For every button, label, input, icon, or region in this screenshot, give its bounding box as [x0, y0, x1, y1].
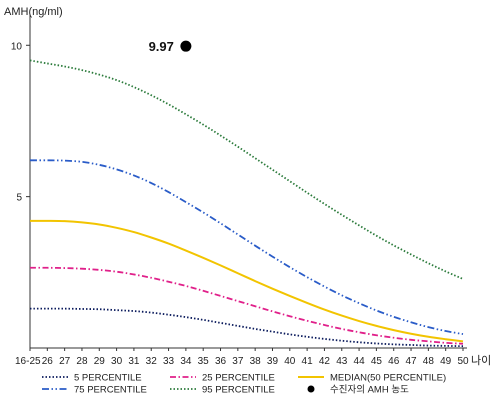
axes: 5 10 16-25 26 27 28 29 30 31 32 33 34 35 36 37 38 39 40 41…	[11, 15, 469, 367]
x-tick-label: 45	[371, 356, 383, 367]
y-tick-label: 5	[16, 193, 22, 204]
x-tick-label: 28	[76, 356, 88, 367]
legend-label: 75 PERCENTILE	[74, 385, 147, 396]
x-axis-label: 나이	[471, 354, 491, 367]
x-tick-label: 48	[423, 356, 435, 367]
legend-label: 25 PERCENTILE	[202, 373, 275, 384]
x-tick-label: 31	[128, 356, 140, 367]
series-layer	[29, 59, 464, 348]
x-tick-label: 37	[232, 356, 244, 367]
x-tick-label: 27	[59, 356, 71, 367]
legend: 5 PERCENTILE 25 PERCENTILE MEDIAN(50 PERCE…	[42, 373, 446, 396]
x-tick-label: 35	[198, 356, 210, 367]
series-line-75-percentile	[29, 159, 464, 335]
patient-amh-point	[180, 40, 192, 52]
x-tick-label: 50	[457, 356, 469, 367]
y-axis-label: AMH(ng/ml)	[4, 6, 63, 18]
x-tick-label: 26	[42, 356, 54, 367]
x-tick-label: 29	[94, 356, 106, 367]
x-tick-label: 36	[215, 356, 227, 367]
y-tick-label: 10	[11, 41, 23, 52]
x-tick-label: 42	[319, 356, 331, 367]
series-line-25-percentile	[29, 266, 464, 345]
x-tick-label: 16-25	[15, 356, 41, 367]
legend-swatch	[307, 385, 315, 393]
x-tick-label: 49	[440, 356, 452, 367]
x-tick-label: 41	[302, 356, 314, 367]
legend-label: 5 PERCENTILE	[74, 373, 142, 384]
legend-label: MEDIAN(50 PERCENTILE)	[330, 373, 446, 384]
x-tick-label: 43	[336, 356, 348, 367]
legend-label: 수진자의 AMH 농도	[330, 385, 409, 396]
x-tick-label: 47	[405, 356, 417, 367]
series-line-median-50-percentile	[29, 219, 464, 343]
x-tick-label: 39	[267, 356, 279, 367]
series-line-5-percentile	[30, 307, 464, 348]
patient-amh-value-label: 9.97	[149, 39, 174, 54]
x-tick-label: 33	[163, 356, 175, 367]
x-tick-label: 30	[111, 356, 123, 367]
x-tick-label: 44	[354, 356, 366, 367]
x-tick-label: 32	[146, 356, 158, 367]
series-line-95-percentile	[29, 59, 464, 280]
legend-label: 95 PERCENTILE	[202, 385, 275, 396]
x-tick-label: 40	[284, 356, 296, 367]
x-tick-label: 46	[388, 356, 400, 367]
annotation-layer: 9.97	[149, 39, 192, 54]
x-tick-label: 34	[180, 356, 192, 367]
x-tick-label: 38	[250, 356, 262, 367]
